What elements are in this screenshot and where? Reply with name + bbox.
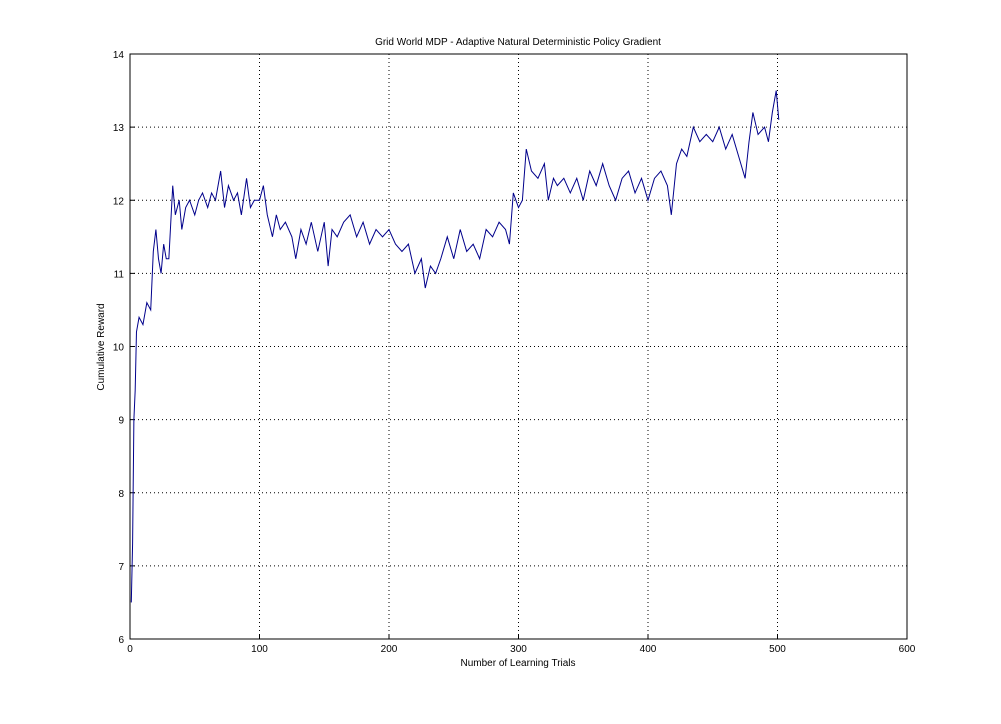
y-tick-label: 14 (113, 50, 125, 61)
y-tick-label: 10 (113, 343, 125, 354)
data-line (130, 90, 780, 603)
x-tick-label: 200 (381, 644, 398, 655)
y-tick-label: 8 (118, 489, 124, 500)
x-tick-label: 400 (640, 644, 657, 655)
x-tick-label: 100 (251, 644, 268, 655)
x-axis-label: Number of Learning Trials (460, 658, 575, 669)
y-tick-label: 6 (118, 635, 124, 646)
chart-title: Grid World MDP - Adaptive Natural Determ… (375, 37, 661, 48)
y-tick-label: 11 (114, 269, 125, 280)
y-tick-label: 13 (113, 123, 125, 134)
x-tick-label: 500 (769, 644, 786, 655)
y-tick-label: 12 (113, 196, 125, 207)
y-tick-label: 9 (118, 416, 124, 427)
plot-frame (129, 53, 908, 640)
x-tick-label: 600 (899, 644, 916, 655)
x-tick-label: 0 (127, 644, 133, 655)
y-axis-label: Cumulative Reward (96, 303, 107, 390)
y-tick-label: 7 (118, 562, 124, 573)
x-tick-label: 300 (510, 644, 527, 655)
